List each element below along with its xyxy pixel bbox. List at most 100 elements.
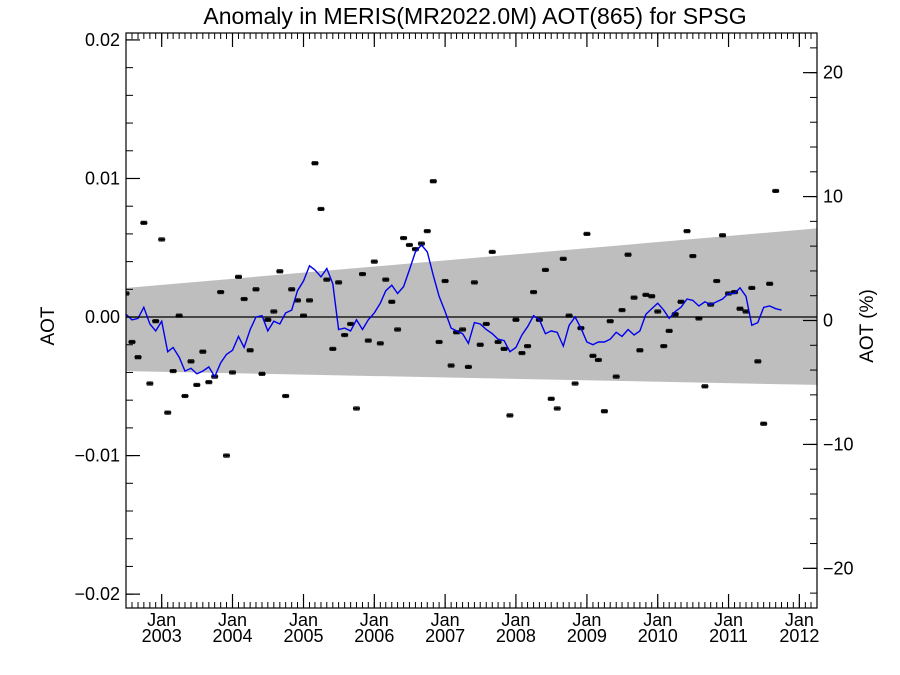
data-point — [370, 259, 378, 264]
data-point — [282, 393, 290, 399]
x-tick-year-label: 2010 — [638, 626, 678, 646]
data-point — [488, 249, 496, 254]
data-point — [547, 396, 555, 401]
data-point — [476, 342, 484, 347]
data-point — [364, 338, 372, 343]
y-right-tick-label: −20 — [823, 558, 854, 578]
data-point — [642, 292, 650, 297]
data-point — [541, 267, 549, 272]
y-tick-label: 0.02 — [85, 30, 120, 50]
data-point — [217, 290, 225, 295]
data-point — [222, 453, 230, 458]
data-point — [405, 242, 413, 248]
data-point — [270, 309, 278, 314]
x-tick-month-label: Jan — [785, 610, 814, 630]
data-point — [423, 229, 431, 234]
data-point — [600, 409, 608, 414]
data-point — [689, 254, 697, 259]
data-point — [146, 381, 154, 386]
x-tick-month-label: Jan — [431, 610, 460, 630]
data-point — [594, 357, 602, 363]
data-point — [240, 296, 248, 302]
x-tick-month-label: Jan — [289, 610, 318, 630]
y-right-tick-label: 10 — [823, 187, 843, 207]
data-point — [606, 319, 614, 324]
data-point — [571, 381, 579, 386]
data-point — [175, 313, 183, 318]
data-point — [128, 339, 136, 345]
data-point — [589, 353, 597, 358]
data-point — [648, 294, 656, 299]
data-point — [612, 374, 620, 379]
data-point — [618, 308, 626, 313]
data-point — [766, 281, 774, 286]
x-tick-month-label: Jan — [360, 610, 389, 630]
data-point — [530, 290, 538, 295]
x-tick-month-label: Jan — [218, 610, 247, 630]
x-tick-year-label: 2009 — [567, 626, 607, 646]
data-point — [665, 328, 673, 333]
plot-area — [126, 161, 817, 458]
data-point — [140, 220, 148, 225]
data-point — [341, 332, 349, 338]
data-point — [158, 237, 166, 242]
x-tick-year-label: 2006 — [354, 626, 394, 646]
x-tick-year-label: 2005 — [283, 626, 323, 646]
data-point — [583, 231, 591, 236]
data-point — [760, 421, 768, 426]
plot-content — [126, 161, 817, 458]
data-point — [229, 370, 237, 375]
data-point — [654, 309, 662, 314]
data-point — [329, 346, 337, 351]
data-point — [376, 341, 384, 346]
data-point — [311, 161, 319, 166]
uncertainty-band — [126, 228, 817, 385]
x-tick-year-label: 2011 — [709, 626, 748, 646]
data-point — [683, 229, 691, 234]
data-point — [199, 349, 207, 354]
data-point — [264, 317, 272, 322]
y-tick-label: 0.01 — [85, 168, 120, 188]
data-point — [553, 406, 561, 411]
data-point — [258, 371, 266, 376]
data-point — [335, 280, 343, 285]
data-point — [187, 359, 195, 364]
data-point — [518, 350, 526, 356]
running-mean-line — [126, 243, 782, 379]
data-point — [559, 256, 567, 261]
y-right-tick-label: 20 — [823, 63, 843, 83]
data-point — [429, 179, 437, 184]
data-point — [459, 327, 467, 332]
x-tick-year-label: 2003 — [142, 626, 182, 646]
data-point — [701, 384, 709, 389]
y-tick-label: −0.01 — [74, 446, 120, 466]
data-point — [660, 344, 668, 349]
y-tick-label: 0.00 — [85, 307, 120, 327]
data-point — [748, 285, 756, 291]
data-point — [494, 339, 502, 345]
data-point — [205, 380, 213, 385]
data-point — [447, 363, 455, 368]
data-point — [512, 317, 520, 322]
y-tick-label: −0.02 — [74, 584, 120, 604]
data-point — [630, 295, 638, 300]
chart-title: Anomaly in MERIS(MR2022.0M) AOT(865) for… — [203, 3, 746, 29]
data-point — [754, 359, 762, 364]
data-point — [276, 269, 284, 274]
data-point — [152, 319, 160, 324]
data-point — [695, 316, 703, 321]
data-point — [169, 369, 177, 374]
data-point — [400, 235, 408, 241]
y-right-tick-label: 0 — [823, 311, 833, 331]
data-point — [506, 413, 514, 418]
data-point — [193, 382, 201, 387]
data-point — [126, 291, 130, 296]
data-point — [565, 313, 573, 318]
data-point — [300, 313, 308, 318]
data-point — [181, 393, 189, 399]
data-point — [500, 346, 508, 351]
x-tick-month-label: Jan — [572, 610, 601, 630]
y-right-tick-label: −10 — [823, 434, 854, 454]
data-point — [464, 364, 472, 369]
data-point — [164, 410, 172, 415]
